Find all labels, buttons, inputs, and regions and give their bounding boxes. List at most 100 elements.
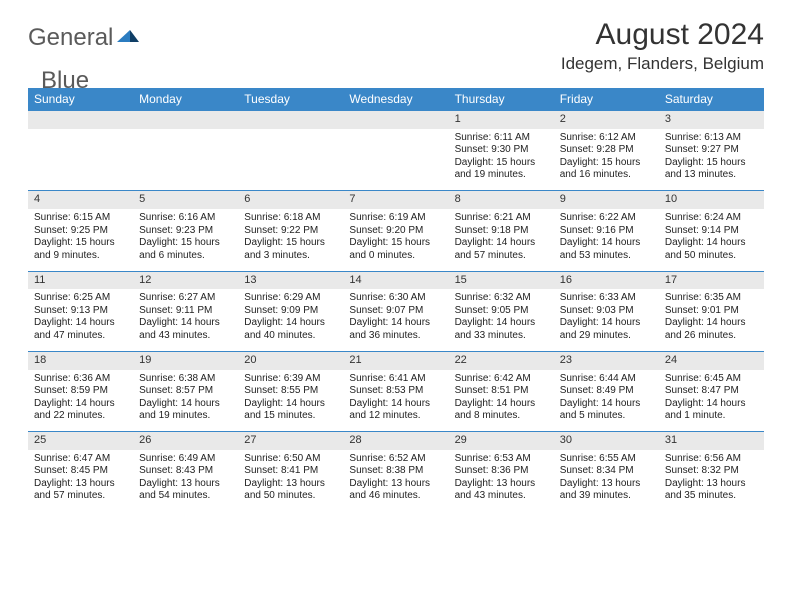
sunset-text: Sunset: 9:28 PM <box>560 144 653 157</box>
sunset-text: Sunset: 9:03 PM <box>560 305 653 318</box>
sunset-text: Sunset: 9:11 PM <box>139 305 232 318</box>
day-number-cell: 17 <box>659 271 764 289</box>
day-number-row: 45678910 <box>28 191 764 209</box>
day-number-cell: 18 <box>28 351 133 369</box>
sunrise-text: Sunrise: 6:41 AM <box>349 373 442 386</box>
daylight-text: Daylight: 13 hours and 43 minutes. <box>455 478 548 503</box>
day-number-cell: 20 <box>238 351 343 369</box>
sunset-text: Sunset: 8:51 PM <box>455 385 548 398</box>
sunset-text: Sunset: 9:27 PM <box>665 144 758 157</box>
calendar-page: General August 2024 Idegem, Flanders, Be… <box>0 0 792 530</box>
daylight-text: Daylight: 15 hours and 16 minutes. <box>560 157 653 182</box>
sunrise-text: Sunrise: 6:38 AM <box>139 373 232 386</box>
daylight-text: Daylight: 14 hours and 15 minutes. <box>244 398 337 423</box>
sunrise-text: Sunrise: 6:25 AM <box>34 292 127 305</box>
day-info-cell: Sunrise: 6:47 AMSunset: 8:45 PMDaylight:… <box>28 450 133 512</box>
sunset-text: Sunset: 8:59 PM <box>34 385 127 398</box>
day-number-cell: 2 <box>554 111 659 129</box>
daylight-text: Daylight: 15 hours and 6 minutes. <box>139 237 232 262</box>
daylight-text: Daylight: 14 hours and 19 minutes. <box>139 398 232 423</box>
day-header-cell: Thursday <box>449 88 554 111</box>
day-number-cell: 21 <box>343 351 448 369</box>
day-header-row: SundayMondayTuesdayWednesdayThursdayFrid… <box>28 88 764 111</box>
sunrise-text: Sunrise: 6:56 AM <box>665 453 758 466</box>
sunset-text: Sunset: 9:22 PM <box>244 225 337 238</box>
sunset-text: Sunset: 8:45 PM <box>34 465 127 478</box>
day-number-cell: 27 <box>238 432 343 450</box>
brand-logo: General <box>28 18 141 52</box>
day-info-cell: Sunrise: 6:24 AMSunset: 9:14 PMDaylight:… <box>659 209 764 271</box>
day-info-cell: Sunrise: 6:55 AMSunset: 8:34 PMDaylight:… <box>554 450 659 512</box>
day-number-cell: 24 <box>659 351 764 369</box>
day-info-cell: Sunrise: 6:38 AMSunset: 8:57 PMDaylight:… <box>133 370 238 432</box>
daylight-text: Daylight: 14 hours and 5 minutes. <box>560 398 653 423</box>
sunset-text: Sunset: 9:09 PM <box>244 305 337 318</box>
day-number-cell: 9 <box>554 191 659 209</box>
sunrise-text: Sunrise: 6:36 AM <box>34 373 127 386</box>
sunset-text: Sunset: 8:53 PM <box>349 385 442 398</box>
day-info-cell: Sunrise: 6:42 AMSunset: 8:51 PMDaylight:… <box>449 370 554 432</box>
day-info-cell: Sunrise: 6:33 AMSunset: 9:03 PMDaylight:… <box>554 289 659 351</box>
day-number-row: 18192021222324 <box>28 351 764 369</box>
day-info-cell <box>238 129 343 191</box>
sunset-text: Sunset: 8:43 PM <box>139 465 232 478</box>
sunset-text: Sunset: 8:36 PM <box>455 465 548 478</box>
sunrise-text: Sunrise: 6:15 AM <box>34 212 127 225</box>
day-number-cell: 14 <box>343 271 448 289</box>
daylight-text: Daylight: 14 hours and 8 minutes. <box>455 398 548 423</box>
day-info-row: Sunrise: 6:47 AMSunset: 8:45 PMDaylight:… <box>28 450 764 512</box>
daylight-text: Daylight: 14 hours and 43 minutes. <box>139 317 232 342</box>
day-number-cell: 19 <box>133 351 238 369</box>
day-info-cell: Sunrise: 6:53 AMSunset: 8:36 PMDaylight:… <box>449 450 554 512</box>
sunrise-text: Sunrise: 6:39 AM <box>244 373 337 386</box>
brand-word-2: Blue <box>41 67 89 95</box>
day-info-cell: Sunrise: 6:35 AMSunset: 9:01 PMDaylight:… <box>659 289 764 351</box>
day-info-cell: Sunrise: 6:41 AMSunset: 8:53 PMDaylight:… <box>343 370 448 432</box>
calendar-head: SundayMondayTuesdayWednesdayThursdayFrid… <box>28 88 764 111</box>
month-title: August 2024 <box>561 18 764 52</box>
day-number-cell <box>133 111 238 129</box>
day-number-row: 11121314151617 <box>28 271 764 289</box>
daylight-text: Daylight: 15 hours and 19 minutes. <box>455 157 548 182</box>
sunrise-text: Sunrise: 6:53 AM <box>455 453 548 466</box>
day-info-row: Sunrise: 6:15 AMSunset: 9:25 PM Daylight:… <box>28 209 764 271</box>
day-info-cell: Sunrise: 6:56 AMSunset: 8:32 PMDaylight:… <box>659 450 764 512</box>
daylight-text: Daylight: 14 hours and 47 minutes. <box>34 317 127 342</box>
day-info-cell: Sunrise: 6:30 AMSunset: 9:07 PMDaylight:… <box>343 289 448 351</box>
day-info-cell: Sunrise: 6:39 AMSunset: 8:55 PMDaylight:… <box>238 370 343 432</box>
sunrise-text: Sunrise: 6:29 AM <box>244 292 337 305</box>
day-info-cell: Sunrise: 6:16 AMSunset: 9:23 PMDaylight:… <box>133 209 238 271</box>
sunset-text: Sunset: 9:18 PM <box>455 225 548 238</box>
sunrise-text: Sunrise: 6:49 AM <box>139 453 232 466</box>
day-info-cell: Sunrise: 6:15 AMSunset: 9:25 PMDaylight:… <box>28 209 133 271</box>
day-number-cell: 10 <box>659 191 764 209</box>
daylight-text: Daylight: 13 hours and 35 minutes. <box>665 478 758 503</box>
sunset-text: Sunset: 9:20 PM <box>349 225 442 238</box>
day-number-cell: 26 <box>133 432 238 450</box>
day-number-cell <box>238 111 343 129</box>
sunset-text: Sunset: 8:47 PM <box>665 385 758 398</box>
daylight-text: Daylight: 14 hours and 33 minutes. <box>455 317 548 342</box>
daylight-text: Daylight: 13 hours and 54 minutes. <box>139 478 232 503</box>
day-number-cell: 16 <box>554 271 659 289</box>
sunset-text: Sunset: 9:25 PM <box>34 225 127 238</box>
calendar-table: SundayMondayTuesdayWednesdayThursdayFrid… <box>28 88 764 512</box>
title-block: August 2024 Idegem, Flanders, Belgium <box>561 18 764 74</box>
day-info-cell: Sunrise: 6:32 AMSunset: 9:05 PMDaylight:… <box>449 289 554 351</box>
day-info-cell: Sunrise: 6:49 AMSunset: 8:43 PMDaylight:… <box>133 450 238 512</box>
daylight-text: Daylight: 14 hours and 50 minutes. <box>665 237 758 262</box>
sunrise-text: Sunrise: 6:52 AM <box>349 453 442 466</box>
sunset-text: Sunset: 8:34 PM <box>560 465 653 478</box>
sunrise-text: Sunrise: 6:16 AM <box>139 212 232 225</box>
daylight-text: Daylight: 13 hours and 57 minutes. <box>34 478 127 503</box>
day-info-cell: Sunrise: 6:25 AMSunset: 9:13 PMDaylight:… <box>28 289 133 351</box>
sunset-text: Sunset: 9:14 PM <box>665 225 758 238</box>
sunrise-text: Sunrise: 6:13 AM <box>665 132 758 145</box>
day-number-cell: 6 <box>238 191 343 209</box>
sunrise-text: Sunrise: 6:32 AM <box>455 292 548 305</box>
daylight-text: Daylight: 14 hours and 1 minute. <box>665 398 758 423</box>
daylight-text: Daylight: 14 hours and 12 minutes. <box>349 398 442 423</box>
day-info-row: Sunrise: 6:25 AMSunset: 9:13 PMDaylight:… <box>28 289 764 351</box>
day-number-cell <box>343 111 448 129</box>
day-info-cell: Sunrise: 6:19 AMSunset: 9:20 PMDaylight:… <box>343 209 448 271</box>
